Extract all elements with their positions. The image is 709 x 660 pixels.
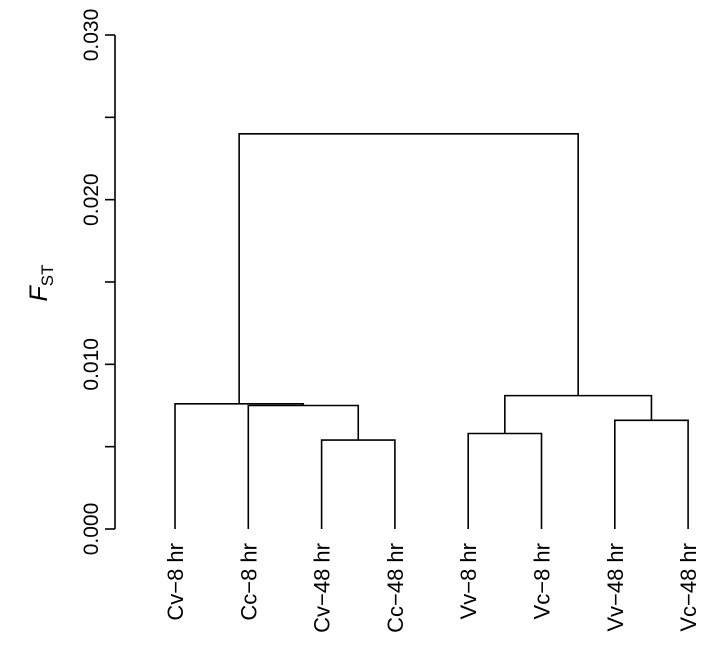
y-tick-label: 0.000 (80, 503, 103, 556)
leaf-label: Vc−48 hr (676, 543, 701, 632)
y-axis: 0.000 0.010 0.020 0.030 (80, 9, 116, 556)
leaf-label: Cc−48 hr (383, 543, 408, 633)
dendrogram-branch (320, 439, 396, 529)
leaf-label: Vv−48 hr (603, 543, 628, 632)
y-tick-label: 0.010 (80, 338, 103, 391)
leaf-label: Vv−8 hr (456, 543, 481, 619)
leaf-label: Cc−8 hr (236, 543, 261, 621)
dendrogram-branch (467, 432, 543, 529)
leaf-label: Vc−8 hr (530, 543, 555, 619)
y-axis-label: FST (25, 264, 57, 301)
dendrogram-branch (614, 419, 689, 529)
y-axis-label-main: F (25, 285, 53, 302)
dendrogram-branch (247, 404, 360, 529)
y-tick-label: 0.020 (80, 173, 103, 226)
dendrogram-branches (174, 133, 689, 529)
dendrogram-branch (238, 133, 579, 404)
y-tick-label: 0.030 (80, 9, 103, 62)
dendrogram-branch (504, 394, 653, 434)
leaf-label: Cv−8 hr (163, 543, 188, 621)
y-axis-label-subscript: ST (38, 264, 57, 286)
leaf-labels: Cv−8 hr Cc−8 hr Cv−48 hr Cc−48 hr Vv−8 hr Vc−… (163, 543, 701, 633)
dendrogram-branch (174, 403, 305, 529)
leaf-label: Cv−48 hr (310, 543, 335, 633)
